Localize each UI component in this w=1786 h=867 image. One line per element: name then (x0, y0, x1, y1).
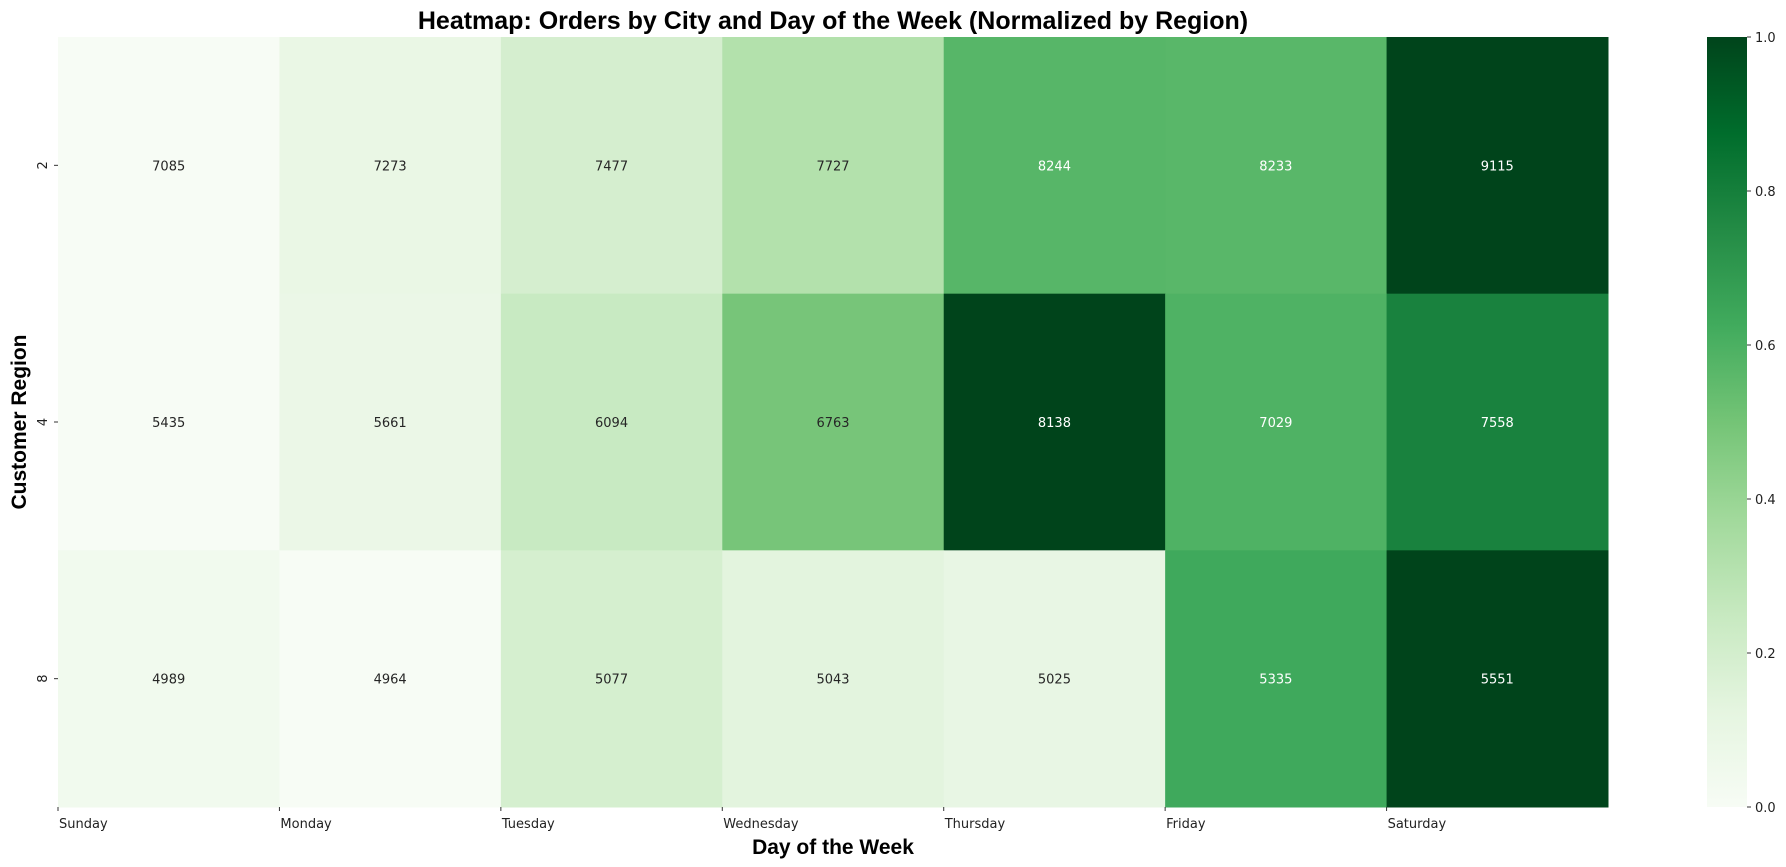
cell-value-label: 6763 (816, 416, 849, 431)
cell-value-label: 8244 (1038, 159, 1071, 174)
cell-value-label: 7727 (816, 159, 849, 174)
heatmap-cells: 7085 7273 7477 7727 8244 8233 9115 5435 5661 6094… (58, 37, 1609, 808)
cell-value-label: 5077 (595, 673, 628, 688)
x-tick-label: Thursday (944, 817, 1006, 832)
colorbar (1707, 37, 1747, 807)
cell-value-label: 7085 (152, 159, 185, 174)
cell-value-label: 8138 (1038, 416, 1071, 431)
heatmap-cell (279, 293, 502, 551)
cell-value-label: 5551 (1481, 673, 1514, 688)
x-axis-label: Day of the Week (752, 836, 914, 859)
heatmap-cell (943, 37, 1166, 295)
heatmap-cell (1165, 550, 1388, 808)
heatmap-cell (943, 293, 1166, 551)
cell-value-label: 4989 (152, 673, 185, 688)
cell-value-label: 4964 (374, 673, 407, 688)
colorbar-tick-label: 0.8 (1755, 185, 1776, 200)
y-tick-label: 4 (36, 418, 51, 426)
y-tick-labels: 2 4 8 (36, 161, 58, 683)
colorbar-tick-label: 0.6 (1755, 339, 1776, 354)
colorbar-tick-label: 0.0 (1755, 801, 1776, 816)
heatmap-cell (722, 550, 945, 808)
cell-value-label: 5335 (1259, 673, 1292, 688)
colorbar-tick-label: 1.0 (1755, 31, 1776, 46)
heatmap-cell (1386, 293, 1609, 551)
heatmap-cell (722, 37, 945, 295)
chart-title: Heatmap: Orders by City and Day of the W… (418, 7, 1248, 35)
cell-value-label: 5435 (152, 416, 185, 431)
heatmap-cell (279, 37, 502, 295)
cell-value-label: 5043 (816, 673, 849, 688)
x-tick-label: Sunday (59, 817, 108, 832)
colorbar-ticks: 0.0 0.2 0.4 0.6 0.8 1.0 (1747, 31, 1776, 816)
x-tick-label: Saturday (1388, 817, 1447, 832)
cell-value-label: 6094 (595, 416, 628, 431)
cell-value-label: 8233 (1259, 159, 1292, 174)
cell-value-label: 9115 (1481, 159, 1514, 174)
heatmap-cell (58, 550, 280, 808)
cell-value-label: 7558 (1481, 416, 1514, 431)
heatmap-cell (279, 550, 502, 808)
heatmap-cell (1386, 37, 1609, 295)
x-tick-label: Tuesday (501, 817, 555, 832)
cell-value-label: 7273 (374, 159, 407, 174)
heatmap-cell (943, 550, 1166, 808)
cell-value-label: 5661 (374, 416, 407, 431)
colorbar-tick-label: 0.4 (1755, 493, 1776, 508)
heatmap-cell (58, 37, 280, 295)
heatmap-cell (500, 37, 723, 295)
x-tick-label: Wednesday (723, 817, 799, 832)
heatmap-cell (722, 293, 945, 551)
heatmap-cell (500, 293, 723, 551)
heatmap-cell (58, 293, 280, 551)
y-tick-label: 2 (36, 161, 51, 169)
heatmap-cell (1165, 37, 1388, 295)
heatmap-cell (500, 550, 723, 808)
heatmap-cell (1165, 293, 1388, 551)
cell-value-label: 7029 (1259, 416, 1292, 431)
y-tick-label: 8 (36, 675, 51, 683)
colorbar-tick-label: 0.2 (1755, 647, 1776, 662)
heatmap-cell (1386, 550, 1609, 808)
y-axis-label: Customer Region (8, 334, 31, 509)
cell-value-label: 7477 (595, 159, 628, 174)
x-tick-label: Friday (1166, 817, 1206, 832)
cell-value-label: 5025 (1038, 673, 1071, 688)
x-tick-label: Monday (280, 817, 332, 832)
x-tick-labels: Sunday Monday Tuesday Wednesday Thursday Frid… (57, 807, 1447, 832)
